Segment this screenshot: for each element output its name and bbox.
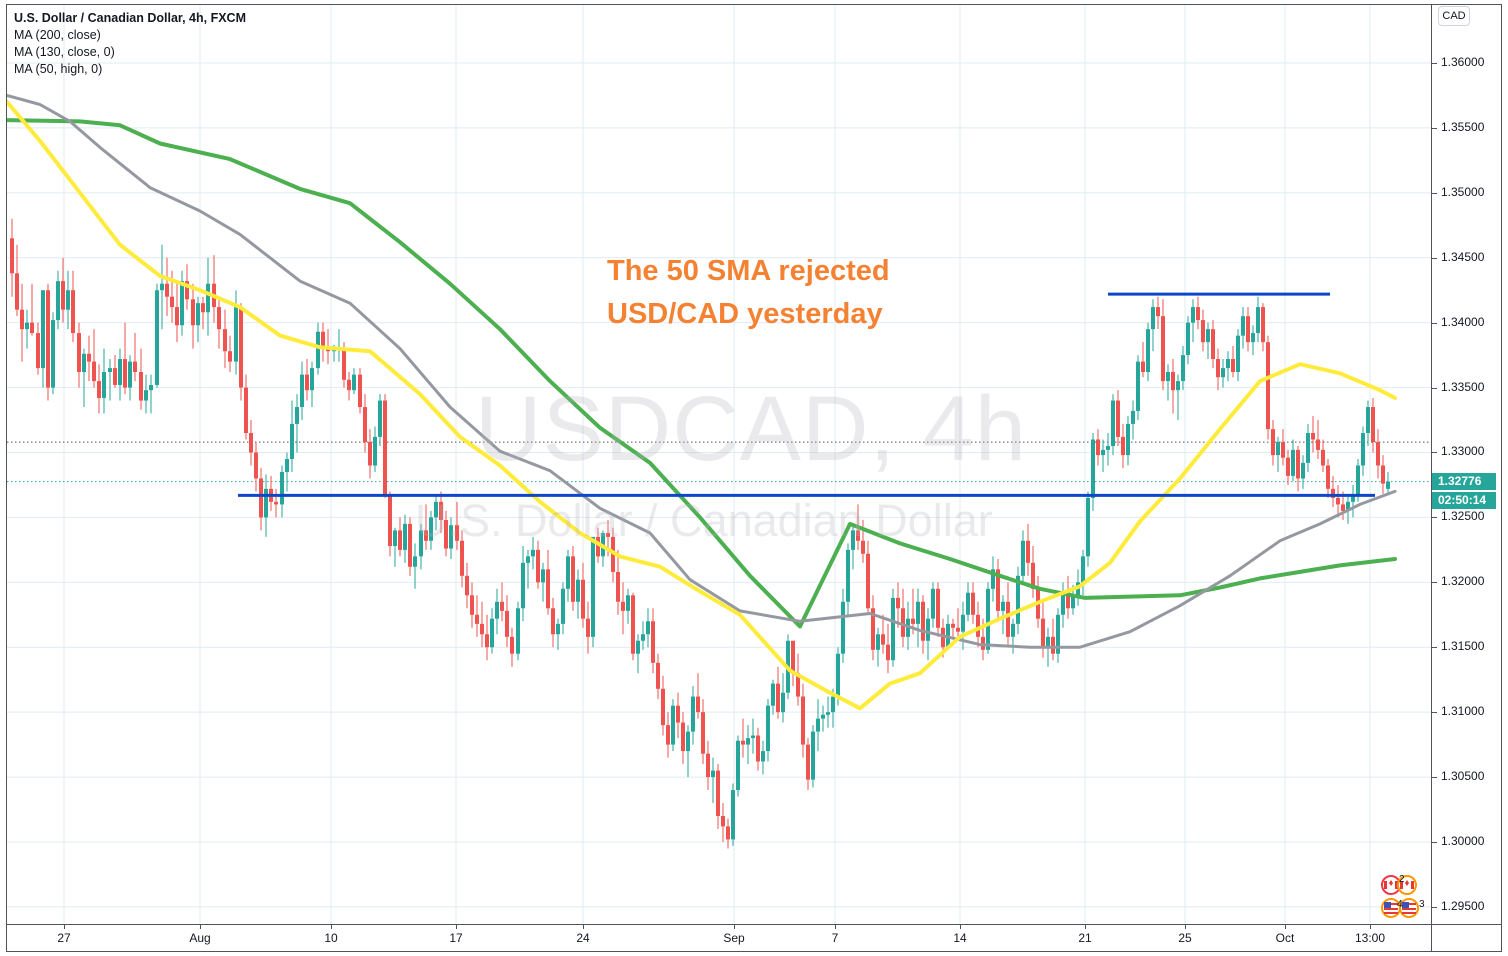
price-tick: [1432, 777, 1437, 779]
time-tick-label: 7: [831, 931, 839, 945]
time-tick: [64, 925, 65, 929]
time-tick-label: Sep: [723, 931, 745, 945]
price-tick: [1432, 582, 1437, 584]
price-tick: [1432, 322, 1437, 324]
price-tick-label: 1.36000: [1441, 55, 1485, 69]
us-flag-icon[interactable]: [1399, 898, 1419, 918]
bar-countdown-label: 02:50:14: [1432, 491, 1496, 509]
price-tick-label: 1.33500: [1441, 379, 1485, 394]
time-tick: [1185, 925, 1186, 929]
time-tick-label: 13:00: [1354, 931, 1386, 945]
time-tick: [200, 925, 201, 929]
price-tick-label: 1.31000: [1441, 704, 1485, 719]
time-tick: [835, 925, 836, 929]
time-tick: [960, 925, 961, 929]
indicator-ma200-label[interactable]: MA (200, close): [14, 28, 101, 42]
price-tick-label: 1.31500: [1441, 639, 1485, 654]
annotation-line-1: The 50 SMA rejected: [607, 255, 890, 287]
axis-corner: [1431, 924, 1502, 952]
symbol-watermark: USDCAD, 4h: [475, 378, 1027, 480]
price-tick: [1432, 387, 1437, 389]
time-tick-label: 24: [576, 931, 590, 945]
price-tick: [1432, 906, 1437, 908]
event-count-badge: 4: [1397, 899, 1403, 910]
canada-flag-icon[interactable]: [1397, 875, 1417, 895]
time-tick: [331, 925, 332, 929]
price-tick-label: 1.35500: [1441, 119, 1485, 134]
price-tick: [1432, 63, 1437, 64]
event-count-badge: 3: [1419, 899, 1425, 910]
time-tick: [1085, 925, 1086, 929]
ma200-line[interactable]: [7, 118, 1397, 629]
price-tick-label: 1.34000: [1441, 314, 1485, 329]
price-tick: [1432, 257, 1437, 259]
currency-badge[interactable]: CAD: [1438, 6, 1470, 26]
description-watermark: U.S. Dollar / Canadian Dollar: [415, 495, 993, 546]
price-tick-label: 1.32500: [1441, 509, 1485, 524]
annotation-line-2: USD/CAD yesterday: [607, 298, 883, 330]
price-tick: [1432, 127, 1437, 129]
time-tick: [456, 925, 457, 929]
indicator-ma50-label[interactable]: MA (50, high, 0): [14, 62, 103, 76]
candlestick-chart[interactable]: [7, 5, 1431, 924]
time-tick-label: Aug: [189, 931, 211, 945]
time-tick-label: 10: [324, 931, 338, 945]
price-tick-label: 1.30500: [1441, 769, 1485, 784]
time-axis[interactable]: 27 Aug 10 17 24 Sep 7 14 21 25 Oct 13:00: [7, 924, 1431, 952]
price-tick: [1432, 712, 1437, 714]
time-tick-label: 21: [1078, 931, 1092, 945]
price-tick: [1432, 192, 1437, 194]
price-axis[interactable]: 1.36000 1.35500 1.35000 1.34500 1.34000 1.335…: [1431, 5, 1502, 924]
price-tick-label: 1.33000: [1441, 444, 1485, 459]
price-tick-label: 1.30000: [1441, 833, 1485, 848]
chart-frame: [6, 4, 1502, 952]
time-tick-label: 27: [57, 931, 71, 945]
indicator-ma130-label[interactable]: MA (130, close, 0): [14, 45, 115, 59]
time-tick: [583, 925, 584, 929]
event-count-badge: 2: [1399, 874, 1405, 885]
price-tick-label: 1.35000: [1441, 184, 1485, 199]
time-tick-label: Oct: [1275, 931, 1295, 945]
chart-legend: U.S. Dollar / Canadian Dollar, 4h, FXCM …: [14, 10, 246, 78]
price-tick-label: 1.34500: [1441, 249, 1485, 264]
time-tick: [734, 925, 735, 929]
price-tick: [1432, 841, 1437, 843]
candles: [10, 218, 1390, 849]
chart-annotation[interactable]: The 50 SMA rejected USD/CAD yesterday: [607, 250, 890, 336]
price-tick-label: 1.32000: [1441, 574, 1485, 589]
economic-events[interactable]: 2 4 3: [1380, 872, 1440, 922]
time-tick-label: 25: [1178, 931, 1192, 945]
time-tick: [1285, 925, 1286, 929]
symbol-title[interactable]: U.S. Dollar / Canadian Dollar, 4h, FXCM: [14, 11, 246, 25]
last-price-label: 1.32776: [1432, 472, 1496, 490]
time-tick-label: 14: [953, 931, 967, 945]
ma130-line[interactable]: [7, 94, 1397, 649]
price-tick: [1432, 517, 1437, 519]
price-tick: [1432, 647, 1437, 649]
chart-plot-area[interactable]: USDCAD, 4h U.S. Dollar / Canadian Dollar: [7, 5, 1431, 924]
price-tick-label: 1.29500: [1441, 898, 1485, 913]
price-tick: [1432, 452, 1437, 454]
time-tick: [1370, 925, 1371, 929]
ma50-line[interactable]: [7, 99, 1397, 711]
time-tick-label: 17: [449, 931, 463, 945]
